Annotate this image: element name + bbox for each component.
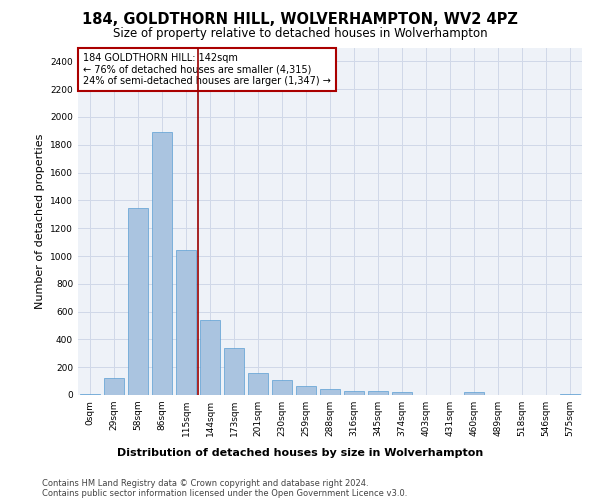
Bar [128,208,148,395]
Bar [104,378,124,395]
Y-axis label: Number of detached properties: Number of detached properties [35,134,44,309]
Text: Distribution of detached houses by size in Wolverhampton: Distribution of detached houses by size … [117,448,483,458]
Bar [392,392,412,395]
Bar [464,392,484,395]
Bar [296,386,316,395]
Text: 184, GOLDTHORN HILL, WOLVERHAMPTON, WV2 4PZ: 184, GOLDTHORN HILL, WOLVERHAMPTON, WV2 … [82,12,518,28]
Bar [200,320,220,395]
Bar [176,250,196,395]
Text: Size of property relative to detached houses in Wolverhampton: Size of property relative to detached ho… [113,28,487,40]
Bar [152,132,172,395]
Bar [80,394,100,395]
Bar [368,391,388,395]
Bar [560,394,580,395]
Text: Contains HM Land Registry data © Crown copyright and database right 2024.: Contains HM Land Registry data © Crown c… [42,479,368,488]
Text: 184 GOLDTHORN HILL: 142sqm
← 76% of detached houses are smaller (4,315)
24% of s: 184 GOLDTHORN HILL: 142sqm ← 76% of deta… [83,52,331,86]
Bar [272,380,292,395]
Bar [344,391,364,395]
Bar [248,373,268,395]
Bar [224,348,244,395]
Text: Contains public sector information licensed under the Open Government Licence v3: Contains public sector information licen… [42,489,407,498]
Bar [320,390,340,395]
